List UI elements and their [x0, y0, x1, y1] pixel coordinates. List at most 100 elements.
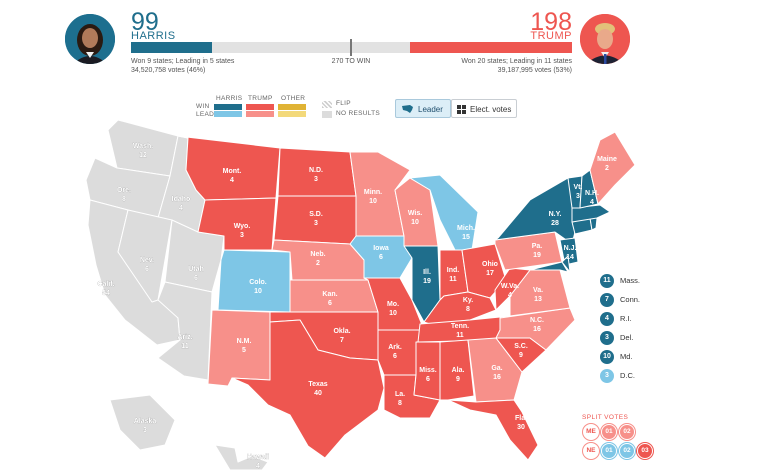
elect-votes-view-button[interactable]: Elect. votes [451, 99, 517, 118]
state-electoral-votes: 9 [456, 376, 460, 383]
legend-swatch-harris-win [214, 104, 242, 110]
state-electoral-votes: 12 [139, 152, 147, 159]
state-electoral-votes: 30 [517, 424, 525, 431]
state-wva[interactable] [494, 267, 531, 311]
state-label: N.M. [237, 338, 252, 345]
state-nj[interactable] [559, 237, 579, 266]
state-label: Minn. [364, 189, 382, 196]
small-state-name: Md. [620, 352, 633, 361]
state-nc[interactable] [495, 307, 576, 351]
state-electoral-votes: 10 [254, 288, 262, 295]
harris-progress-fill [131, 42, 212, 53]
state-nm[interactable] [207, 309, 271, 387]
state-label: Texas [308, 381, 327, 388]
state-label: Neb. [310, 251, 325, 258]
state-electoral-votes: 8 [398, 400, 402, 407]
state-label: Wyo. [234, 223, 251, 230]
legend-swatch-harris-lead [214, 111, 242, 117]
state-texas[interactable] [231, 319, 385, 459]
state-ala[interactable] [439, 339, 475, 401]
legend-flip-swatch [322, 101, 332, 108]
state-nev[interactable] [117, 209, 173, 303]
state-hawaii[interactable] [214, 444, 269, 470]
legend-flip-label: FLIP [336, 100, 351, 107]
legend-col-harris: HARRIS [216, 95, 243, 102]
harris-avatar [65, 14, 115, 64]
state-electoral-votes: 4 [179, 205, 183, 212]
state-label: S.D. [309, 211, 323, 218]
state-label: S.C. [514, 343, 528, 350]
state-fla[interactable] [447, 399, 539, 461]
state-electoral-votes: 14 [566, 254, 574, 261]
state-ariz[interactable] [157, 281, 213, 381]
state-electoral-votes: 16 [533, 326, 541, 333]
state-electoral-votes: 19 [533, 252, 541, 259]
trump-portrait-icon [580, 14, 630, 64]
state-electoral-votes: 3 [314, 176, 318, 183]
state-electoral-votes: 54 [102, 290, 110, 297]
trump-avatar [580, 14, 630, 64]
state-electoral-votes: 3 [576, 193, 580, 200]
split-district-badge[interactable]: 01 [601, 443, 617, 459]
state-label: Ind. [447, 267, 459, 274]
state-label: W.Va. [501, 283, 519, 290]
state-md[interactable] [529, 261, 569, 273]
state-ark[interactable] [377, 329, 421, 376]
state-electoral-votes: 7 [340, 337, 344, 344]
state-label: Ill. [423, 269, 431, 276]
state-label: La. [395, 391, 405, 398]
state-electoral-votes: 10 [369, 198, 377, 205]
state-ga[interactable] [467, 337, 523, 403]
state-label: Utah [188, 266, 204, 273]
legend-no-results-swatch [322, 111, 332, 118]
trump-popular-votes: 39,187,995 votes (53%) [497, 67, 572, 74]
split-district-badge[interactable]: 01 [601, 424, 617, 440]
state-electoral-votes: 11 [456, 332, 464, 339]
state-label: Pa. [532, 243, 543, 250]
small-state-ev-badge: 10 [600, 350, 614, 364]
leader-view-button[interactable]: Leader [395, 99, 451, 118]
trump-progress-fill [409, 42, 572, 53]
state-electoral-votes: 17 [486, 270, 494, 277]
state-del[interactable] [561, 255, 571, 273]
state-electoral-votes: 2 [316, 260, 320, 267]
state-label: Ky. [463, 297, 473, 304]
state-label: Miss. [419, 367, 437, 374]
leader-view-label: Leader [418, 105, 443, 114]
state-label: Wash. [133, 143, 153, 150]
split-district-badge[interactable]: 02 [619, 443, 635, 459]
state-label: Tenn. [451, 323, 469, 330]
state-label: Wis. [408, 210, 422, 217]
split-state-label: NE [583, 443, 599, 459]
state-mass[interactable] [571, 204, 611, 223]
small-state-name: R.I. [620, 314, 632, 323]
threshold-marker [350, 39, 352, 56]
split-district-badge[interactable]: 03 [637, 443, 653, 459]
state-electoral-votes: 4 [256, 463, 260, 470]
legend-no-results-label: NO RESULTS [336, 110, 381, 117]
small-state-ev-badge: 7 [600, 293, 614, 307]
state-electoral-votes: 4 [590, 199, 594, 206]
state-label: Ohio [482, 261, 498, 268]
electoral-progress-track [131, 42, 572, 53]
state-maine[interactable] [589, 131, 636, 205]
state-label: Mo. [387, 301, 399, 308]
state-label: Fla. [515, 415, 527, 422]
state-electoral-votes: 4 [508, 292, 512, 299]
small-state-ev-badge: 3 [600, 369, 614, 383]
state-electoral-votes: 6 [379, 254, 383, 261]
state-miss[interactable] [413, 341, 441, 401]
state-label: Kan. [322, 291, 337, 298]
state-alaska[interactable] [109, 394, 176, 451]
legend-swatch-trump-lead [246, 111, 274, 117]
legend-row-lead: LEAD [196, 111, 215, 118]
state-electoral-votes: 2 [605, 165, 609, 172]
elect-votes-view-label: Elect. votes [470, 105, 512, 114]
legend-swatch-trump-win [246, 104, 274, 110]
state-electoral-votes: 11 [449, 276, 457, 283]
state-ny[interactable] [494, 177, 579, 245]
state-electoral-votes: 8 [122, 196, 126, 203]
split-district-badge[interactable]: 02 [619, 424, 635, 440]
small-state-ev-badge: 11 [600, 274, 614, 288]
